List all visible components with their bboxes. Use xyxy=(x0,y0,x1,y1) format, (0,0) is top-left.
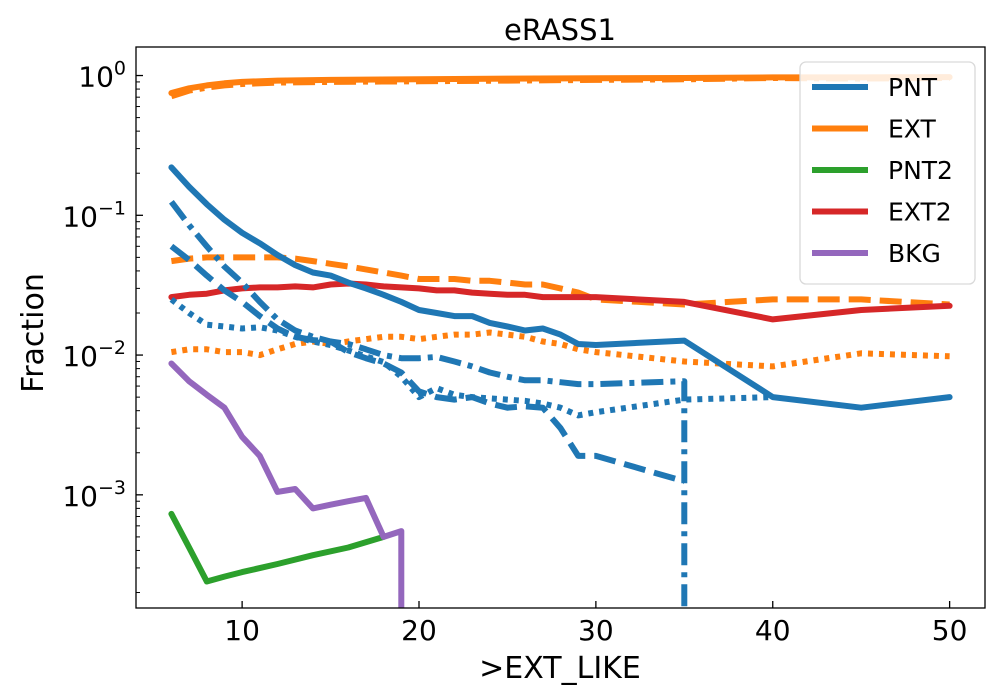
x-axis-label: >EXT_LIKE xyxy=(479,651,641,686)
x-tick-label: 10 xyxy=(224,614,260,647)
plot-frame xyxy=(135,46,986,609)
chart-title: eRASS1 xyxy=(504,13,616,47)
x-tick-label: 40 xyxy=(755,614,791,647)
legend-box xyxy=(799,61,976,285)
series-line-pnt-dashed xyxy=(169,243,686,485)
legend: PNT EXT PNT2 EXT2 BKG xyxy=(799,61,976,285)
series-line-ext-solid xyxy=(168,74,953,96)
y-tick-label: 10−1 xyxy=(62,197,126,233)
legend-label-pnt: PNT xyxy=(888,73,938,102)
series-line-pnt-solid xyxy=(168,164,953,411)
x-tick-label: 20 xyxy=(401,614,437,647)
series-line-pnt-dashdot xyxy=(169,199,688,608)
series-line-pnt2-solid xyxy=(168,510,387,585)
legend-label-ext: EXT xyxy=(888,115,936,144)
series-line-ext2-solid xyxy=(168,280,953,323)
y-tick-label: 10−3 xyxy=(62,477,126,513)
series-line-ext-dotted xyxy=(170,329,950,370)
x-tick-label: 50 xyxy=(932,614,968,647)
y-tick-label: 100 xyxy=(78,58,126,94)
x-tick-label: 30 xyxy=(578,614,614,647)
legend-label-bkg: BKG xyxy=(888,239,941,268)
legend-label-ext2: EXT2 xyxy=(888,198,952,227)
y-axis-label: Fraction xyxy=(16,273,51,393)
axis-ticks: 10 20 30 40 50 100 10−1 10−2 10−3 xyxy=(62,58,967,647)
legend-label-pnt2: PNT2 xyxy=(888,156,953,185)
y-tick-label: 10−2 xyxy=(62,337,126,373)
series-line-bkg-solid xyxy=(168,360,405,608)
plot-area xyxy=(168,74,953,608)
